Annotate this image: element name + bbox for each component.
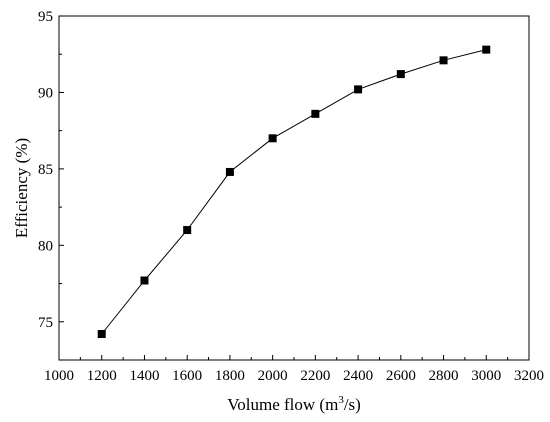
x-axis-title-tail: /s) bbox=[344, 395, 361, 414]
x-tick-label: 1800 bbox=[215, 368, 245, 384]
plot-frame bbox=[58, 15, 530, 361]
data-point-marker bbox=[225, 167, 234, 176]
y-axis-title: Efficiency (%) bbox=[12, 138, 31, 238]
data-point-marker bbox=[354, 85, 363, 94]
y-tick-label: 80 bbox=[38, 238, 53, 254]
x-axis-title-main: Volume flow (m bbox=[227, 395, 338, 414]
y-axis-ticks: 75 80 85 90 95 bbox=[38, 9, 64, 361]
x-tick-label: 1400 bbox=[129, 368, 159, 384]
y-tick-label: 75 bbox=[38, 315, 53, 331]
data-point-marker bbox=[439, 56, 448, 65]
x-tick-label: 1200 bbox=[87, 368, 117, 384]
data-point-marker bbox=[140, 276, 149, 285]
data-point-marker bbox=[482, 45, 491, 54]
data-point-marker bbox=[268, 134, 277, 143]
data-point-marker bbox=[183, 226, 192, 235]
x-tick-label: 2200 bbox=[300, 368, 330, 384]
x-axis-ticks: 1000 1200 1400 1600 1800 2000 2200 2400 2600 2800… bbox=[44, 355, 544, 384]
x-axis-title: Volume flow (m3/s) bbox=[227, 394, 361, 414]
x-axis-title-superscript: 3 bbox=[338, 394, 344, 406]
y-tick-label: 90 bbox=[38, 85, 53, 101]
series-line bbox=[101, 49, 487, 335]
x-tick-label: 2000 bbox=[258, 368, 288, 384]
data-point-marker bbox=[311, 109, 320, 118]
x-tick-label: 3000 bbox=[471, 368, 501, 384]
x-tick-label: 2600 bbox=[386, 368, 416, 384]
x-tick-label: 2800 bbox=[429, 368, 459, 384]
series-layer bbox=[97, 45, 491, 339]
x-tick-label: 3200 bbox=[514, 368, 544, 384]
y-tick-label: 85 bbox=[38, 162, 53, 178]
data-point-marker bbox=[97, 330, 106, 339]
x-tick-label: 1000 bbox=[44, 368, 74, 384]
x-tick-label: 1600 bbox=[172, 368, 202, 384]
x-tick-label: 2400 bbox=[343, 368, 373, 384]
y-tick-label: 95 bbox=[38, 9, 53, 25]
data-point-marker bbox=[396, 70, 405, 79]
